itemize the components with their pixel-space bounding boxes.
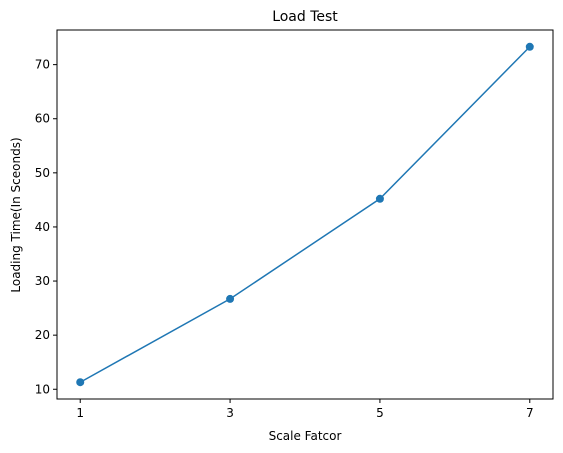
y-tick-label: 60 bbox=[35, 112, 50, 126]
y-axis-ticks: 10 20 30 40 50 60 70 bbox=[35, 58, 57, 396]
series-line bbox=[79, 46, 531, 383]
data-point bbox=[226, 294, 235, 303]
x-axis-ticks: 1 3 5 7 bbox=[76, 399, 534, 420]
x-tick-label: 7 bbox=[526, 406, 534, 420]
series-layer bbox=[76, 42, 534, 387]
x-axis-label: Scale Fatcor bbox=[269, 429, 342, 443]
x-tick-label: 1 bbox=[76, 406, 84, 420]
x-tick-label: 3 bbox=[226, 406, 234, 420]
plot-frame bbox=[56, 29, 554, 400]
y-tick-label: 10 bbox=[35, 382, 50, 396]
x-tick-label: 5 bbox=[376, 406, 384, 420]
data-point bbox=[375, 194, 384, 203]
y-tick-label: 40 bbox=[35, 220, 50, 234]
y-tick-label: 70 bbox=[35, 58, 50, 72]
y-tick-label: 20 bbox=[35, 328, 50, 342]
plot-area: 1 3 5 7 10 20 30 40 50 60 70 bbox=[35, 29, 554, 420]
chart-title: Load Test bbox=[272, 9, 338, 25]
y-tick-label: 50 bbox=[35, 166, 50, 180]
data-point bbox=[76, 378, 85, 387]
y-axis-label: Loading Time(In Sceonds) bbox=[9, 137, 23, 292]
data-point bbox=[525, 42, 534, 51]
y-tick-label: 30 bbox=[35, 274, 50, 288]
